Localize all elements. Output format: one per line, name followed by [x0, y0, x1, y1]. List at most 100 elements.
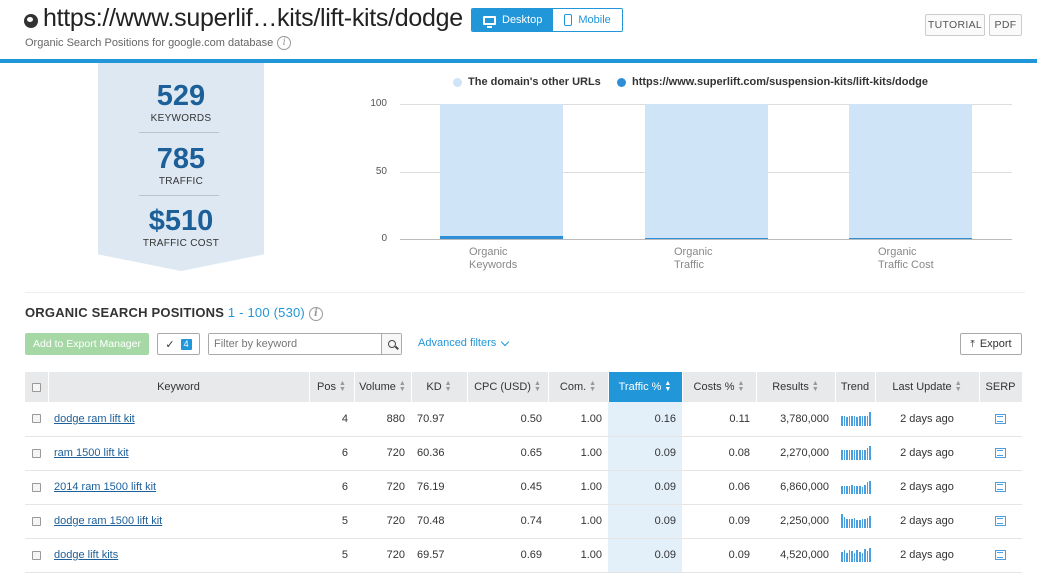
results-cell: 3,780,000: [756, 402, 835, 437]
table-row: dodge ram 1500 lift kit 5 720 70.48 0.74 1.00…: [25, 504, 1022, 539]
tutorial-button[interactable]: TUTORIAL: [925, 14, 985, 36]
pos-cell: 6: [309, 436, 354, 471]
col-com[interactable]: Com. ▲ ▼: [548, 372, 609, 402]
trend-cell[interactable]: [835, 504, 875, 539]
serp-icon: [995, 413, 1006, 424]
col-costs[interactable]: Costs % ▲ ▼: [682, 372, 757, 402]
col-results[interactable]: Results ▲ ▼: [756, 372, 836, 402]
serp-cell[interactable]: [979, 470, 1022, 505]
serp-icon: [995, 516, 1006, 526]
serp-cell[interactable]: [979, 402, 1022, 437]
chart-bar[interactable]: [645, 104, 768, 239]
trend-bar: [861, 519, 864, 528]
serp-cell[interactable]: [979, 504, 1022, 539]
selected-rows-button[interactable]: ✓ 4: [157, 333, 200, 355]
col-serp: SERP: [979, 372, 1023, 402]
mobile-toggle-button[interactable]: Mobile: [553, 9, 622, 31]
chevron-down-icon: [501, 337, 510, 346]
trend-bar: [861, 553, 864, 562]
add-to-export-manager-button[interactable]: Add to Export Manager: [25, 333, 149, 355]
info-icon[interactable]: i: [277, 36, 292, 50]
trend-sparkline: [841, 514, 871, 528]
x-tick-label-line: Traffic: [674, 259, 704, 271]
row-checkbox[interactable]: [25, 402, 48, 437]
serp-icon: [995, 482, 1006, 492]
col-label: Volume: [359, 380, 396, 393]
legend-item-url[interactable]: https://www.superlift.com/suspension-kit…: [617, 76, 928, 88]
x-tick-label: Organic Keywords: [469, 246, 517, 272]
select-all-checkbox[interactable]: [25, 372, 49, 402]
keyword-link[interactable]: ram 1500 lift kit: [54, 447, 129, 459]
col-cpc[interactable]: CPC (USD) ▲ ▼: [467, 372, 549, 402]
trend-bar: [843, 415, 846, 426]
costs-cell: 0.08: [682, 436, 756, 471]
serp-cell[interactable]: [979, 436, 1022, 471]
phone-icon: [564, 14, 573, 26]
row-checkbox[interactable]: [25, 538, 48, 573]
trend-bar: [846, 486, 848, 494]
subtitle-text: Organic Search Positions for google.com …: [25, 36, 274, 49]
mobile-label: Mobile: [578, 14, 611, 26]
col-pos[interactable]: Pos ▲ ▼: [309, 372, 355, 402]
kd-cell: 70.48: [411, 504, 467, 539]
page-header: https://www.superlif…kits/lift-kits/dodg…: [0, 0, 1037, 60]
search-button[interactable]: [381, 334, 401, 354]
trend-bar: [853, 518, 856, 528]
traffic-cell: 0.09: [608, 538, 682, 573]
stat-divider: [139, 132, 219, 133]
filter-input[interactable]: [209, 334, 381, 354]
info-icon[interactable]: i: [308, 306, 323, 321]
keyword-link[interactable]: 2014 ram 1500 lift kit: [54, 481, 157, 493]
legend-item-other-urls[interactable]: The domain's other URLs: [453, 76, 601, 88]
sort-icon: ▲ ▼: [664, 380, 672, 394]
table-row: dodge ram lift kit 4 880 70.97 0.50 1.00 0.16 0…: [25, 402, 1022, 437]
chart-bar[interactable]: [440, 104, 563, 239]
table-row: ram 1500 lift kit 6 720 60.36 0.65 1.00 0.09 0.…: [25, 436, 1022, 471]
advanced-filters-toggle[interactable]: Advanced filters: [418, 337, 510, 349]
y-tick-label: 50: [375, 166, 387, 177]
trend-cell[interactable]: [835, 470, 875, 505]
keyword-link[interactable]: dodge ram lift kit: [54, 412, 135, 425]
trend-bar: [869, 411, 871, 426]
trend-bar: [859, 415, 861, 426]
col-volume[interactable]: Volume ▲ ▼: [354, 372, 412, 402]
desktop-toggle-button[interactable]: Desktop: [472, 9, 554, 31]
costs-cell: 0.11: [682, 402, 756, 437]
serp-cell[interactable]: [979, 538, 1022, 573]
sort-icon: ▲ ▼: [811, 380, 819, 394]
kd-cell: 60.36: [411, 436, 467, 471]
trend-bar: [859, 520, 861, 528]
trend-bar: [843, 517, 846, 528]
row-checkbox[interactable]: [25, 504, 48, 539]
export-button[interactable]: ⤒ Export: [960, 333, 1022, 355]
trend-cell[interactable]: [835, 538, 875, 573]
trend-cell[interactable]: [835, 402, 875, 437]
trend-bar: [848, 550, 851, 562]
col-last-update[interactable]: Last Update ▲ ▼: [875, 372, 980, 402]
trend-bar: [851, 551, 853, 562]
x-tick-label-line: Keywords: [469, 259, 518, 271]
desktop-label: Desktop: [502, 14, 543, 26]
trend-bar: [851, 415, 853, 426]
trend-bar: [841, 450, 843, 460]
checkmark-icon: ✓: [165, 338, 175, 351]
section-title-text: ORGANIC SEARCH POSITIONS: [25, 305, 225, 320]
trend-bar: [843, 450, 846, 460]
row-checkbox[interactable]: [25, 470, 48, 505]
chart-bar[interactable]: [849, 104, 972, 239]
serp-icon: [995, 550, 1006, 560]
results-cell: 4,520,000: [756, 538, 835, 573]
volume-cell: 720: [354, 470, 411, 505]
keyword-link[interactable]: dodge ram 1500 lift kit: [54, 515, 163, 527]
trend-bar: [859, 486, 861, 494]
col-kd[interactable]: KD ▲ ▼: [411, 372, 468, 402]
pdf-button[interactable]: PDF: [989, 14, 1022, 36]
cpc-cell: 0.65: [467, 436, 548, 471]
row-checkbox[interactable]: [25, 436, 48, 471]
sort-icon: ▲ ▼: [444, 380, 452, 394]
com-cell: 1.00: [548, 402, 608, 437]
col-keyword[interactable]: Keyword: [48, 372, 310, 402]
col-traffic[interactable]: Traffic % ▲ ▼: [608, 372, 683, 402]
keyword-link[interactable]: dodge lift kits: [54, 549, 119, 561]
trend-cell[interactable]: [835, 436, 875, 471]
